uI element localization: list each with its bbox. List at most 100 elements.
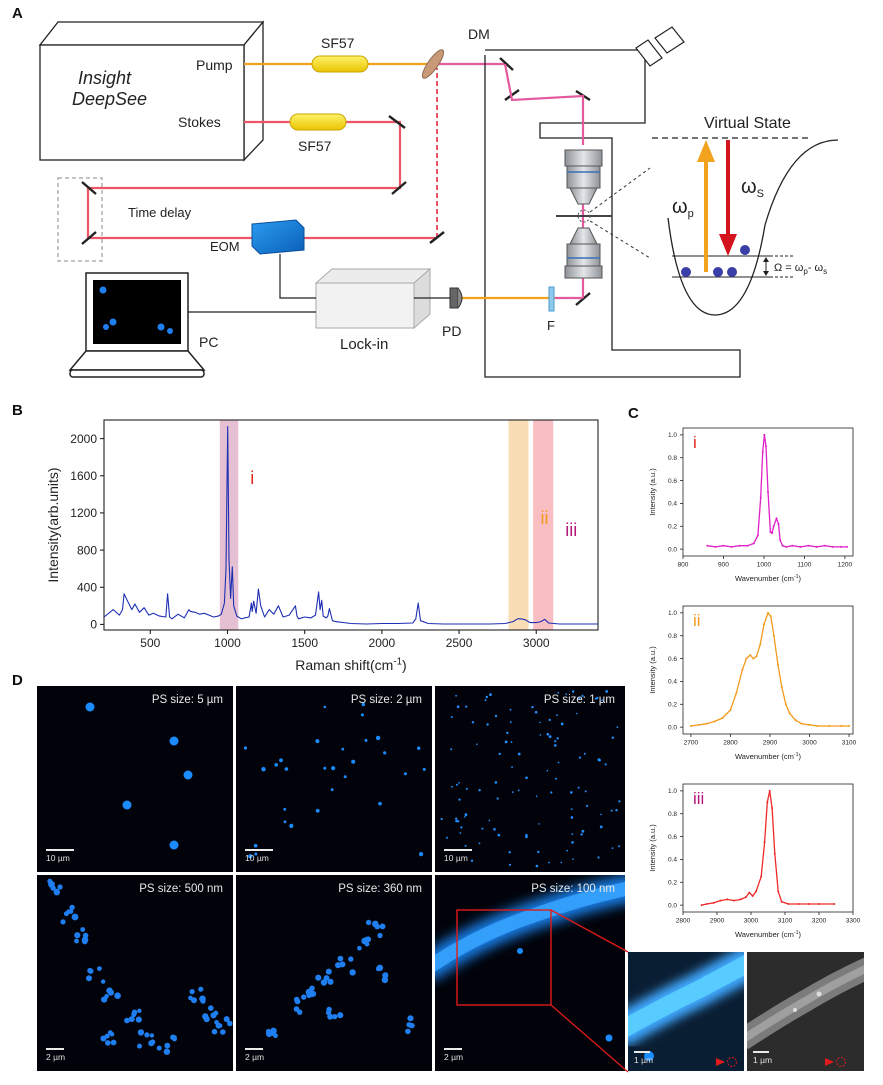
particle (455, 819, 458, 823)
filter (548, 286, 555, 312)
sf57-top-label: SF57 (321, 35, 355, 51)
data-point (751, 895, 754, 897)
lockin-label: Lock-in (340, 336, 388, 353)
particle (135, 1016, 142, 1023)
panel-letter-c: C (628, 405, 639, 422)
particle (584, 790, 587, 793)
particle (570, 808, 573, 810)
particles-100nm (435, 875, 625, 1042)
y-axis-label: Intensity(arb.units) (45, 467, 61, 582)
x-tick-label: 900 (718, 562, 729, 569)
particle (604, 763, 607, 766)
x-tick-label: 2900 (763, 740, 778, 747)
omega-equation: Ω = ωp- ωs (774, 262, 827, 276)
particle (57, 884, 63, 890)
particle (100, 979, 106, 984)
eom-block (251, 219, 305, 255)
particle (315, 808, 320, 813)
particle (578, 697, 581, 700)
region-label-ii: ii (541, 508, 549, 528)
particle (223, 1016, 230, 1023)
particle (297, 1009, 303, 1015)
particle (383, 751, 387, 755)
particle (455, 694, 457, 697)
particle (377, 932, 383, 939)
particle (525, 835, 528, 839)
particle (274, 763, 278, 767)
particle (486, 723, 489, 726)
particle (48, 880, 55, 888)
tile-label: PS size: 1 µm (543, 694, 615, 706)
image-tile-1um: PS size: 1 µm 10 µm (435, 686, 625, 872)
panel-letter-b: B (12, 402, 23, 419)
particle (211, 1028, 218, 1035)
particle (227, 1020, 233, 1027)
particle (459, 832, 462, 834)
particle (351, 759, 356, 764)
particle (509, 708, 512, 711)
particle (309, 992, 315, 998)
data-point (775, 517, 778, 520)
particle (611, 736, 614, 739)
particle (323, 766, 327, 770)
particle (405, 1028, 411, 1035)
particle (494, 781, 498, 784)
y-tick-label: 0.0 (668, 902, 677, 909)
particle (330, 788, 334, 792)
data-point (794, 719, 797, 722)
zoom-fluorescence-tile: 1 µm (628, 952, 744, 1071)
y-tick-label: 0.6 (668, 478, 677, 485)
data-point (779, 539, 782, 541)
x-tick-label: 2000 (369, 636, 396, 650)
particle (348, 956, 354, 962)
spectrum-roman-label: ii (693, 611, 701, 630)
data-point (745, 657, 748, 660)
data-point (721, 717, 724, 719)
data-point (772, 634, 775, 637)
particle (114, 992, 121, 999)
laser-label-1: Insight (78, 68, 132, 88)
particle (511, 791, 514, 793)
data-point (760, 875, 763, 878)
image-tile-2um: PS size: 2 µm 10 µm (236, 686, 432, 872)
particle (365, 936, 372, 943)
data-point (791, 544, 794, 547)
particle (611, 847, 614, 849)
spectrum-iii-chart: 2800 2900 3000 3100 3200 3300 0.0 0.2 0.4 0.6 0.8 1… (648, 783, 861, 939)
tile-label: PS size: 100 nm (531, 883, 615, 895)
data-point (697, 723, 700, 726)
particle (220, 1029, 226, 1035)
particle (360, 713, 364, 717)
x-tick-label: 500 (140, 636, 160, 650)
particle (517, 752, 521, 756)
particle (456, 705, 460, 708)
particles-2um (243, 702, 426, 859)
y-tick-label: 1.0 (668, 610, 677, 617)
particle (164, 1042, 171, 1049)
x-tick-label: 3200 (812, 918, 827, 925)
data-point (768, 789, 771, 792)
particle (451, 785, 453, 788)
particle (581, 829, 585, 833)
particle (293, 996, 300, 1003)
data-point (777, 523, 780, 525)
particle (570, 816, 574, 819)
scale-bar: 1 µm (634, 1051, 653, 1065)
particle (68, 909, 74, 914)
omega-p-label: ωp (672, 196, 694, 220)
particle (337, 1012, 344, 1019)
data-point (752, 542, 755, 545)
scale-bar: 2 µm (245, 1048, 264, 1062)
x-axis-label: Wavenumber (cm-1) (735, 752, 802, 761)
data-point (761, 451, 764, 453)
particle (597, 758, 601, 761)
particle (269, 1030, 275, 1036)
potential-well (667, 139, 839, 316)
stokes-label: Stokes (178, 114, 221, 130)
particle (248, 854, 253, 859)
data-point (759, 643, 762, 646)
particle (357, 945, 362, 951)
particle (557, 691, 560, 694)
particle (525, 776, 528, 780)
particle (618, 845, 621, 848)
